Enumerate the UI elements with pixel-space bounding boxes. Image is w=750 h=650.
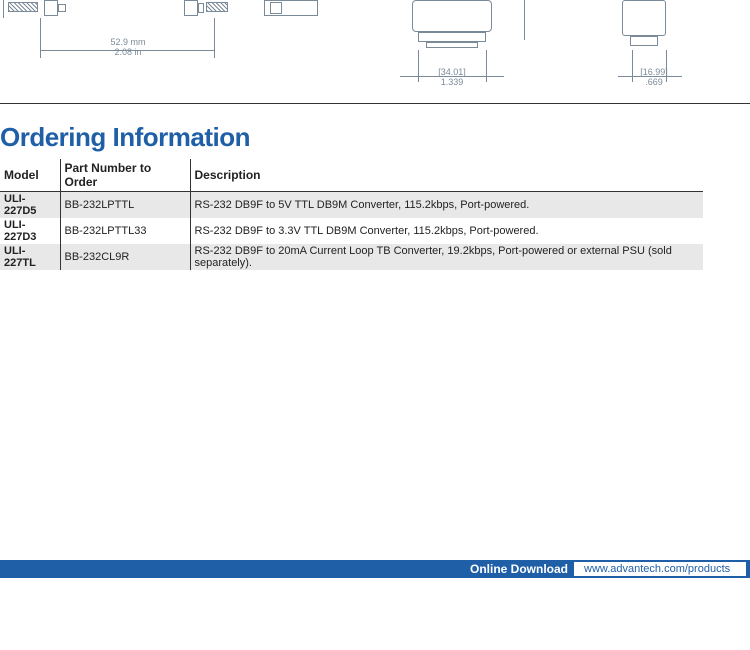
cell-desc: RS-232 DB9F to 3.3V TTL DB9M Converter, … bbox=[190, 218, 703, 244]
cell-model: ULI-227D5 bbox=[0, 192, 60, 219]
table-row: ULI-227TLBB-232CL9RRS-232 DB9F to 20mA C… bbox=[0, 244, 703, 270]
download-label: Online Download bbox=[470, 562, 568, 576]
download-url[interactable]: www.advantech.com/products bbox=[574, 562, 746, 576]
technical-diagram-area: 52.9 mm 2.08 in [34.01] 1.339 [16.99] .6… bbox=[0, 0, 750, 104]
cell-desc: RS-232 DB9F to 20mA Current Loop TB Conv… bbox=[190, 244, 703, 270]
cell-model: ULI-227TL bbox=[0, 244, 60, 270]
section-heading: Ordering Information bbox=[0, 122, 750, 153]
table-header-row: Model Part Number to Order Description bbox=[0, 159, 703, 192]
dimension-1: 52.9 mm 2.08 in bbox=[100, 38, 156, 58]
cell-partnum: BB-232LPTTL33 bbox=[60, 218, 190, 244]
footer-download-bar: Online Download www.advantech.com/produc… bbox=[0, 560, 750, 578]
col-partnum: Part Number to Order bbox=[60, 159, 190, 192]
table-row: ULI-227D5BB-232LPTTLRS-232 DB9F to 5V TT… bbox=[0, 192, 703, 219]
dimension-2: [34.01] 1.339 bbox=[430, 68, 474, 88]
col-model: Model bbox=[0, 159, 60, 192]
cell-desc: RS-232 DB9F to 5V TTL DB9M Converter, 11… bbox=[190, 192, 703, 219]
dimension-3: [16.99] .669 bbox=[634, 68, 674, 88]
col-desc: Description bbox=[190, 159, 703, 192]
cell-model: ULI-227D3 bbox=[0, 218, 60, 244]
cell-partnum: BB-232CL9R bbox=[60, 244, 190, 270]
table-row: ULI-227D3BB-232LPTTL33RS-232 DB9F to 3.3… bbox=[0, 218, 703, 244]
ordering-table: Model Part Number to Order Description U… bbox=[0, 159, 703, 270]
main-content: Ordering Information Model Part Number t… bbox=[0, 122, 750, 270]
cell-partnum: BB-232LPTTL bbox=[60, 192, 190, 219]
